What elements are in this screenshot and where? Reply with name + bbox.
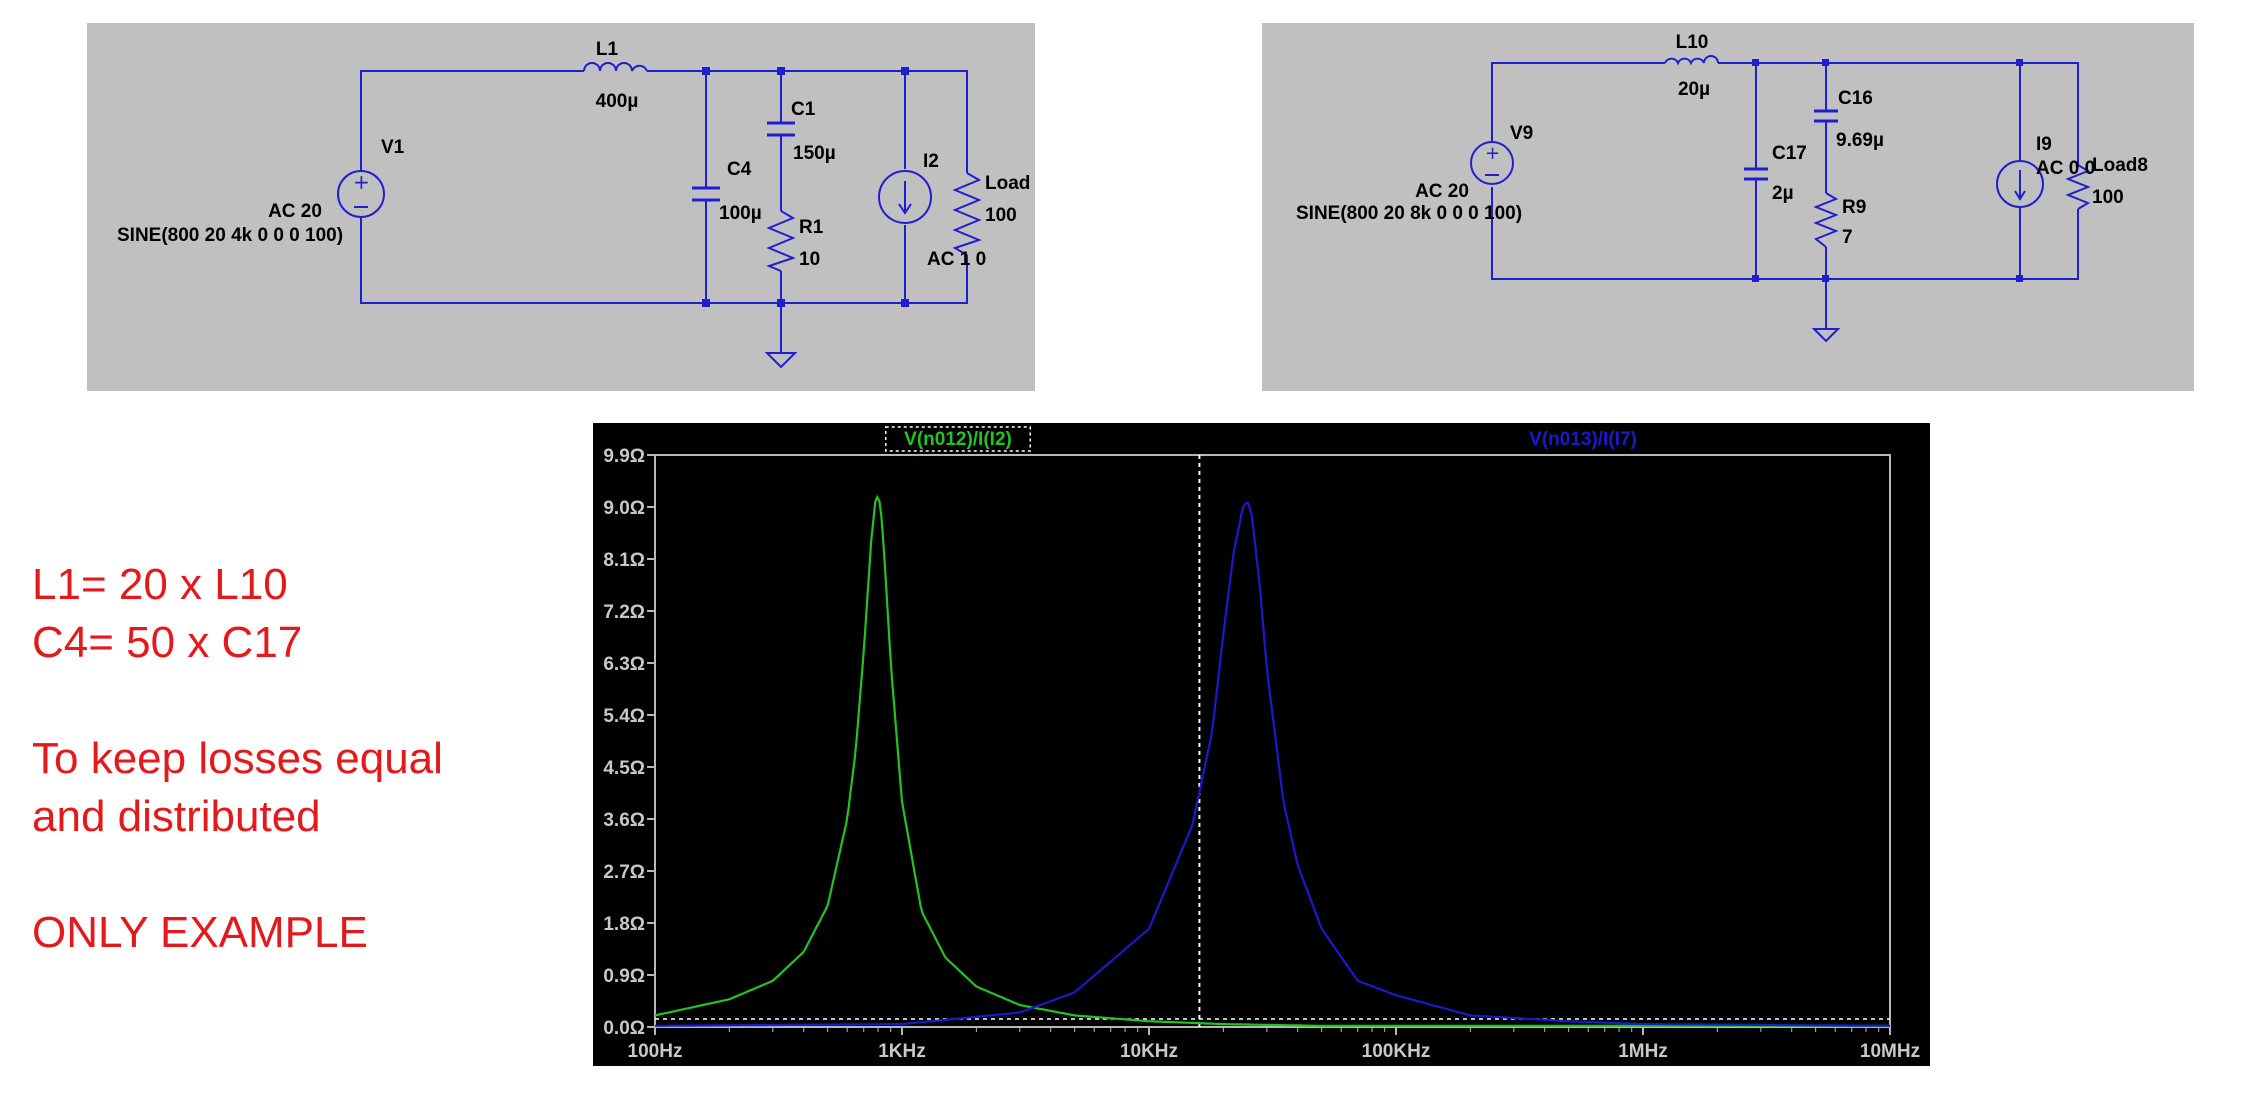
x-tick-label: 10KHz <box>1120 1041 1178 1062</box>
label-v9-ac: AC 20 <box>1415 181 1469 202</box>
label-load8-value: 100 <box>2092 187 2124 208</box>
y-tick-label: 3.6Ω <box>603 810 645 831</box>
x-tick-label: 1KHz <box>878 1041 926 1062</box>
label-r9-value: 7 <box>1842 227 1853 248</box>
label-r9-name: R9 <box>1842 197 1866 218</box>
label-v9-name: V9 <box>1510 123 1533 144</box>
legend-entry-1: V(n012)/I(I2) <box>904 429 1012 450</box>
label-i2-ac: AC 1 0 <box>927 249 986 270</box>
note-line-5: ONLY EXAMPLE <box>32 908 368 957</box>
label-c4-value: 100µ <box>719 203 762 224</box>
y-tick-label: 4.5Ω <box>603 758 645 779</box>
label-v1-name: V1 <box>381 137 405 158</box>
label-c16-value: 9.69µ <box>1836 130 1884 151</box>
label-load8-name: Load8 <box>2092 155 2148 176</box>
schematic-2-drawing: + L10 20µ V9 AC 20 SINE(800 20 8k 0 0 0 … <box>1296 32 2148 343</box>
label-v1-ac: AC 20 <box>268 201 322 222</box>
label-load-value: 100 <box>985 205 1017 226</box>
resistor-r1 <box>766 210 796 272</box>
schematic-1-drawing: + L1 400µ V1 AC 20 SINE(800 2 <box>117 39 1030 369</box>
inductor-l1 <box>583 62 648 72</box>
svg-text:+: + <box>1485 143 1500 164</box>
series-line-1 <box>654 494 1890 1027</box>
label-r1-name: R1 <box>799 217 824 238</box>
ground-symbol-2 <box>1811 328 1841 343</box>
label-l10-name: L10 <box>1676 32 1709 53</box>
impedance-plot: 0.0Ω 0.9Ω 1.8Ω 2.7Ω 3.6Ω 4.5Ω 5.4Ω 6.3Ω 7.2Ω 8.1Ω… <box>593 423 1930 1066</box>
label-load-name: Load <box>985 173 1030 194</box>
legend-entry-2: V(n013)/I(I7) <box>1529 429 1637 450</box>
y-tick-label: 7.2Ω <box>603 602 645 623</box>
label-c16-name: C16 <box>1838 88 1873 109</box>
y-tick-label: 9.0Ω <box>603 498 645 519</box>
capacitor-c1 <box>767 121 795 137</box>
notes-block: L1= 20 x L10 C4= 50 x C17 To keep losses… <box>32 556 552 962</box>
series-line-2 <box>655 501 1890 1027</box>
plot-frame <box>654 454 1891 1028</box>
current-source-i2 <box>878 170 932 224</box>
y-tick-label: 1.8Ω <box>603 914 645 935</box>
label-c17-value: 2µ <box>1772 183 1794 204</box>
capacitor-c16 <box>1814 109 1838 123</box>
capacitor-c17 <box>1744 167 1768 181</box>
inductor-l10 <box>1664 55 1719 66</box>
label-c1-name: C1 <box>791 99 816 120</box>
current-source-i9 <box>1996 160 2044 208</box>
label-c17-name: C17 <box>1772 143 1807 164</box>
label-i9-name: I9 <box>2036 134 2052 155</box>
impedance-plot-svg: 0.0Ω 0.9Ω 1.8Ω 2.7Ω 3.6Ω 4.5Ω 5.4Ω 6.3Ω 7.2Ω 8.1Ω… <box>603 426 1920 1062</box>
ground-symbol-1 <box>764 352 798 369</box>
y-tick-label: 8.1Ω <box>603 550 645 571</box>
label-i9-ac: AC 0 0 <box>2036 158 2095 179</box>
resistor-load <box>952 172 982 256</box>
capacitor-c4 <box>692 186 720 202</box>
label-c4-name: C4 <box>727 159 752 180</box>
note-line-4: and distributed <box>32 792 321 841</box>
note-line-1: L1= 20 x L10 <box>32 560 288 609</box>
resistor-load8 <box>2065 164 2091 210</box>
svg-text:+: + <box>353 170 370 194</box>
x-tick-label: 1MHz <box>1618 1041 1668 1062</box>
x-tick-label: 100KHz <box>1362 1041 1431 1062</box>
label-l1-name: L1 <box>596 39 619 60</box>
y-tick-label: 2.7Ω <box>603 862 645 883</box>
label-v1-sine: SINE(800 20 4k 0 0 0 100) <box>117 225 343 246</box>
label-i2-name: I2 <box>923 151 939 172</box>
voltage-source-v1: + <box>337 170 385 218</box>
y-tick-label: 9.9Ω <box>603 446 645 467</box>
schematic-panel-1: + L1 400µ V1 AC 20 SINE(800 2 <box>87 23 1035 391</box>
x-tick-label: 100Hz <box>628 1041 683 1062</box>
legend-selection-box <box>885 426 1031 452</box>
resistor-r9 <box>1813 192 1839 248</box>
label-l10-value: 20µ <box>1678 79 1710 100</box>
label-v9-sine: SINE(800 20 8k 0 0 0 100) <box>1296 203 1522 224</box>
y-tick-label: 0.9Ω <box>603 966 645 987</box>
label-r1-value: 10 <box>799 249 820 270</box>
label-l1-value: 400µ <box>596 91 639 112</box>
label-c1-value: 150µ <box>793 143 836 164</box>
note-line-3: To keep losses equal <box>32 734 443 783</box>
y-tick-label: 6.3Ω <box>603 654 645 675</box>
y-tick-label: 0.0Ω <box>603 1018 645 1039</box>
note-line-2: C4= 50 x C17 <box>32 618 303 667</box>
voltage-source-v9: + <box>1470 141 1514 185</box>
y-tick-label: 5.4Ω <box>603 706 645 727</box>
schematic-panel-2: + L10 20µ V9 AC 20 SINE(800 20 8k 0 0 0 … <box>1262 23 2194 391</box>
x-tick-label: 10MHz <box>1860 1041 1920 1062</box>
